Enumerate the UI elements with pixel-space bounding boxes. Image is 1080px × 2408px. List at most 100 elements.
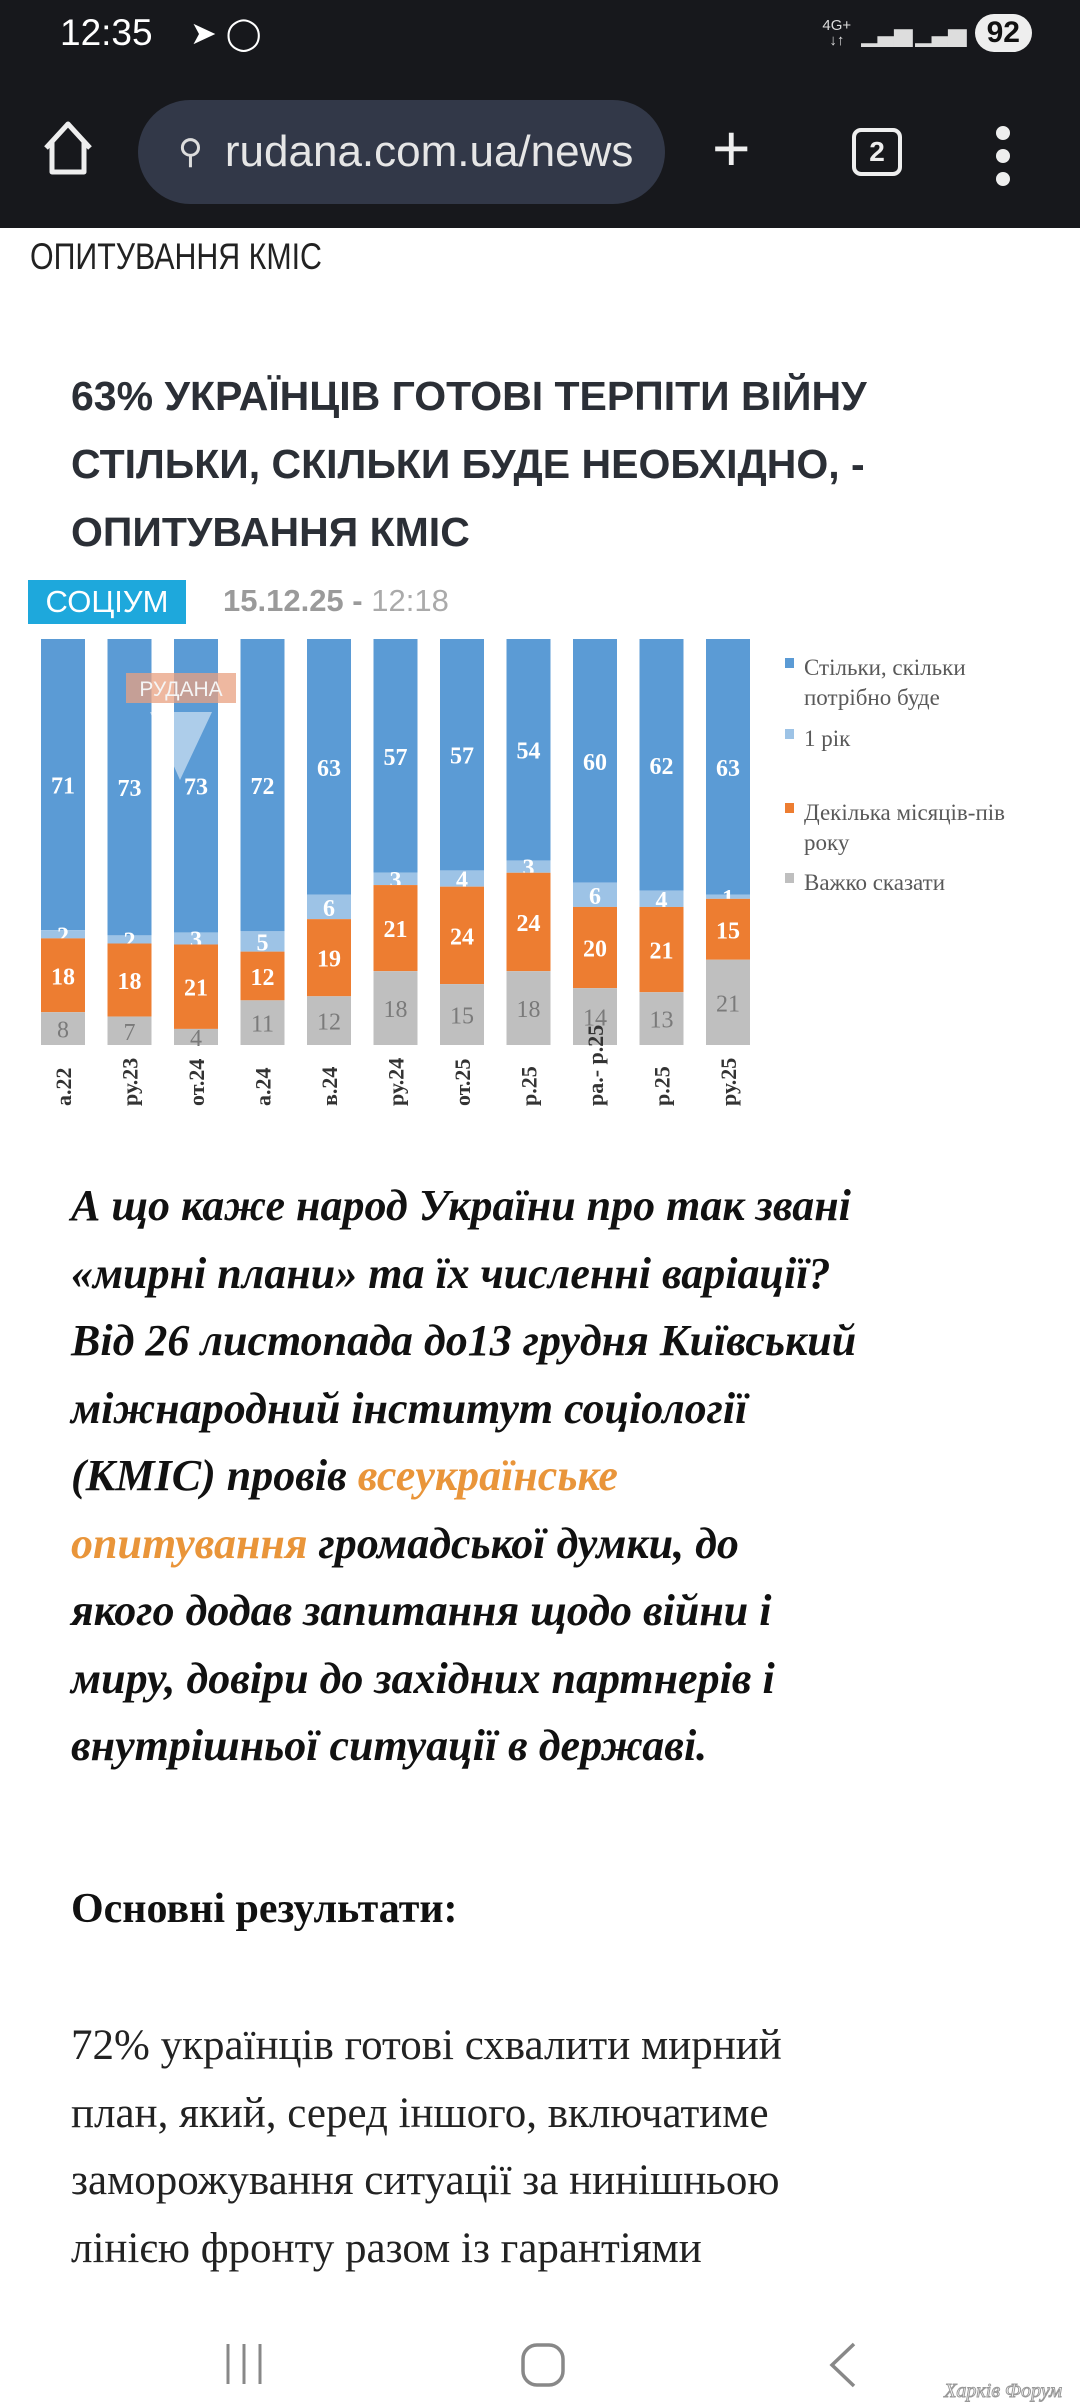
logo-text: РУДАНА xyxy=(139,678,222,701)
bar-segment xyxy=(440,639,484,871)
bar-segment xyxy=(307,996,351,1045)
data-label: 63 xyxy=(716,756,740,782)
legend-label: потрібно буде xyxy=(804,685,940,710)
bar-segment xyxy=(240,639,285,932)
data-label: 21 xyxy=(384,917,408,943)
home-nav-icon[interactable] xyxy=(520,2342,566,2388)
legend-swatch xyxy=(785,729,794,739)
data-label: 18 xyxy=(384,997,408,1023)
legend-label: Декілька місяців-пів xyxy=(804,800,1005,825)
legend-label: року xyxy=(804,830,850,855)
x-tick-label: ра.- р.25 xyxy=(583,1025,608,1106)
x-tick-label: от.24 xyxy=(184,1059,209,1106)
data-label: 20 xyxy=(583,937,607,963)
bar-segment xyxy=(373,639,418,873)
data-label: 15 xyxy=(716,918,740,944)
bar-segment xyxy=(639,639,684,891)
x-tick-label: а.22 xyxy=(51,1068,76,1107)
data-label: 24 xyxy=(517,911,541,937)
back-icon[interactable] xyxy=(828,2342,858,2388)
system-nav-bar: Харків Форум xyxy=(0,2300,1080,2408)
category-badge[interactable]: СОЦІУМ xyxy=(28,580,186,624)
bar-segment xyxy=(174,932,218,945)
bar-segment xyxy=(506,971,551,1045)
bar-segment xyxy=(573,906,617,989)
data-label: 4 xyxy=(190,1026,202,1052)
data-label: 18 xyxy=(517,997,541,1023)
data-label: 7 xyxy=(124,1020,136,1046)
section-heading: Основні результати: xyxy=(71,1886,458,1932)
x-tick-label: в.24 xyxy=(317,1067,342,1106)
bar-segment xyxy=(307,894,351,920)
breadcrumb: ОПИТУВАННЯ КМІС xyxy=(30,236,322,277)
site-settings-icon[interactable]: ⚲ xyxy=(178,133,203,171)
bar-segment xyxy=(307,639,351,895)
x-tick-label: ру.23 xyxy=(118,1058,143,1106)
data-label: 6 xyxy=(589,884,601,910)
recents-icon[interactable] xyxy=(222,2342,266,2386)
bar-segment xyxy=(307,919,351,997)
bar-segment xyxy=(41,930,85,939)
page-title: 63% УКРАЇНЦІВ ГОТОВІ ТЕРПІТИ ВІЙНУ СТІЛЬ… xyxy=(71,373,867,555)
bar-segment xyxy=(440,870,484,887)
data-label: 18 xyxy=(51,964,75,990)
new-tab-button[interactable]: + xyxy=(712,111,751,185)
data-label: 24 xyxy=(450,924,474,950)
article-paragraph: 72% українців готові схвалити мирний пла… xyxy=(71,2022,782,2272)
bar-segment xyxy=(706,894,750,899)
data-label: 12 xyxy=(317,1010,341,1036)
bar-segment xyxy=(573,882,617,907)
data-label: 62 xyxy=(650,754,674,780)
data-label: 6 xyxy=(323,896,335,922)
survey-link[interactable]: опитування xyxy=(71,1518,308,1568)
status-time: 12:35 xyxy=(60,12,153,53)
bar-segment xyxy=(639,890,684,907)
home-icon[interactable] xyxy=(40,118,96,178)
bar-segment xyxy=(107,943,152,1017)
bar-segment xyxy=(41,639,85,931)
signal-icon: ▁▃▅ ▁▃▅ xyxy=(861,19,966,47)
legend-swatch xyxy=(785,658,794,668)
bar-segment xyxy=(639,906,684,993)
logo-icon xyxy=(150,712,212,780)
bar-segment xyxy=(373,885,418,972)
address-bar[interactable]: ⚲ rudana.com.ua/news xyxy=(138,100,665,204)
bar-segment xyxy=(107,935,152,944)
more-menu-icon[interactable] xyxy=(996,126,1014,195)
x-tick-label: ру.25 xyxy=(716,1058,741,1106)
legend-label: Важко сказати xyxy=(804,870,945,895)
bar-segment xyxy=(506,639,551,861)
x-tick-label: р.25 xyxy=(517,1066,542,1106)
data-label: 72 xyxy=(251,774,275,800)
data-label: 73 xyxy=(184,775,208,801)
data-label: 5 xyxy=(257,930,269,956)
tab-switcher-button[interactable]: 2 xyxy=(852,128,902,176)
status-icons: 4G+ ↓↑ ▁▃▅ ▁▃▅ 92 xyxy=(822,14,1032,52)
legend-label: Стільки, скільки xyxy=(804,655,966,680)
bar-segment xyxy=(706,959,750,1045)
x-tick-label: от.25 xyxy=(450,1059,475,1106)
data-label: 15 xyxy=(450,1004,474,1030)
survey-link[interactable]: всеукраїнське xyxy=(357,1451,618,1500)
bar-segment xyxy=(373,971,418,1045)
legend-label: 1 рік xyxy=(804,726,851,751)
bar-segment xyxy=(174,944,218,1029)
bar-segment xyxy=(573,988,617,1045)
bar-segment xyxy=(107,1016,152,1045)
data-label: 8 xyxy=(57,1018,69,1044)
data-label: 60 xyxy=(583,750,607,776)
data-label: 57 xyxy=(384,745,408,771)
bar-segment xyxy=(41,1012,85,1045)
bar-segment xyxy=(240,1000,285,1045)
data-label: 73 xyxy=(118,776,142,802)
data-label: 11 xyxy=(251,1012,274,1038)
data-label: 19 xyxy=(317,947,341,973)
article-intro: А що каже народ України про так звані «м… xyxy=(71,1181,857,1770)
browser-chrome: 12:35 ➤ ◯ 4G+ ↓↑ ▁▃▅ ▁▃▅ 92 ⚲ rudana.com.… xyxy=(0,0,1080,228)
data-label: 21 xyxy=(184,976,208,1002)
bar-segment xyxy=(506,860,551,873)
bar-segment xyxy=(440,886,484,985)
url-text[interactable]: rudana.com.ua/news xyxy=(224,127,634,176)
poll-chart: 712188а.22732187ру.23733214от.247251211а… xyxy=(41,639,1005,1107)
bar-segment xyxy=(174,1028,218,1045)
